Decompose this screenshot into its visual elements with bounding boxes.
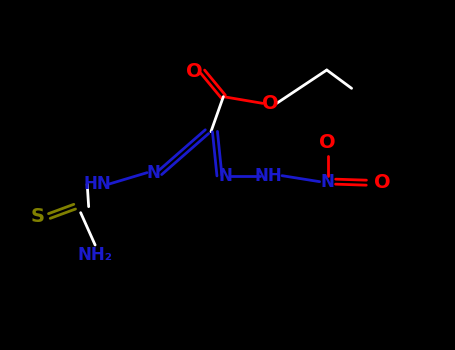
Text: S: S: [30, 206, 45, 225]
Text: N: N: [218, 167, 233, 185]
Text: HN: HN: [83, 175, 111, 193]
Text: O: O: [263, 94, 279, 113]
Text: NH: NH: [254, 167, 282, 185]
Text: N: N: [321, 173, 334, 191]
Text: O: O: [187, 62, 203, 81]
Text: O: O: [374, 173, 391, 192]
Text: N: N: [146, 164, 160, 182]
Text: O: O: [319, 133, 336, 152]
Text: NH₂: NH₂: [78, 246, 113, 264]
